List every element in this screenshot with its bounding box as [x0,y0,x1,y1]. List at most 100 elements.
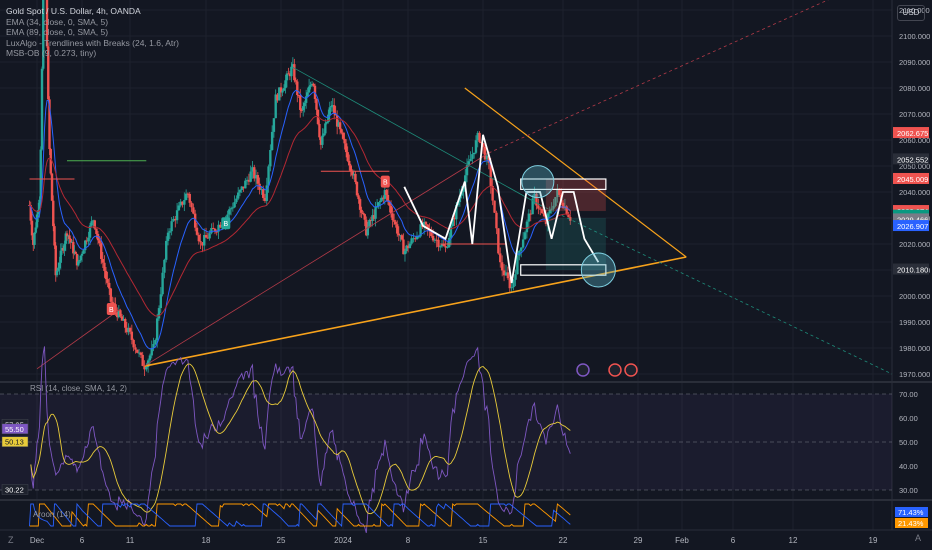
candle [175,210,179,221]
candle [383,190,387,199]
candle [208,233,211,239]
candle [117,310,121,318]
signal-marker-label: B [109,307,114,314]
candle [394,221,397,225]
candle [424,221,428,225]
ema89-line [29,115,571,317]
candle [324,123,327,134]
candle [483,146,487,160]
time-tick-label: 25 [277,536,286,545]
candle [310,83,314,86]
candle [321,135,324,145]
candle [478,132,481,142]
candle [340,129,343,133]
auto-scale-button[interactable]: A [914,533,921,543]
candle [166,232,170,241]
candle [119,310,122,317]
time-tick-label: 18 [202,536,211,545]
candle [377,202,380,207]
candle [414,238,417,240]
candle [98,240,101,244]
candle [556,188,559,198]
signal-marker [221,217,231,230]
candle [195,227,199,235]
candle [116,310,119,318]
candle [278,87,281,101]
candle [312,83,315,86]
candle [108,282,111,289]
pattern-path [403,134,600,284]
candle [88,225,92,238]
candle [249,171,252,182]
svg-text:Z: Z [8,535,14,545]
candle [297,95,300,97]
candle [163,259,166,273]
candle [330,106,333,108]
candle [331,105,334,107]
price-label-tag [893,127,929,139]
candle [124,318,127,328]
candle [430,230,433,236]
candle [497,228,500,254]
candle [192,207,195,214]
candle [417,236,421,238]
candle [334,113,337,116]
candle [65,233,69,237]
candle [537,205,540,209]
candle [328,107,331,115]
candle [132,339,135,348]
candle [201,242,204,246]
candle [565,206,568,215]
time-tick-label: 6 [80,536,85,545]
candle [256,175,260,184]
price-tick-label: 2070.000 [899,110,930,119]
candle [79,255,82,261]
supply-box [520,178,607,190]
candle [206,237,210,239]
rsi-ma-line [30,363,571,515]
candle [50,173,54,201]
tradingview-logo-icon[interactable]: Z [6,533,20,547]
candle [453,217,456,220]
resistance-zone [545,179,606,212]
candle [272,118,276,132]
candle [291,64,295,67]
candle [514,274,517,280]
rsi-legend: RSI (14, close, SMA, 14, 2) [30,384,127,393]
candle [319,137,323,145]
candle [120,316,124,321]
candle [157,308,161,319]
candle [287,73,290,75]
candle [487,155,491,163]
candle [70,241,74,243]
candle [325,122,329,124]
candle [80,253,84,256]
candle [474,140,478,153]
candle [460,191,463,196]
candle [386,194,390,202]
candle [179,201,182,206]
candle [128,327,132,332]
candle [199,241,202,243]
candle [35,214,39,228]
price-label-text: 2062.675 [897,129,928,138]
candle [172,218,175,222]
candle [186,193,190,195]
price-label-text: 2045.009 [897,175,928,184]
currency-button[interactable]: USD [897,5,925,21]
candle [400,235,404,240]
candle [303,102,306,107]
candle [437,239,440,247]
candle [215,231,218,233]
candle [533,193,536,199]
candle [506,272,510,279]
rsi-line [30,346,571,534]
candle [82,250,85,254]
candle [344,143,348,153]
signal-marker [106,303,116,315]
candle [290,66,293,77]
candle [72,241,75,254]
price-tick-label: 2000.000 [899,292,930,301]
price-label-tag [893,213,929,225]
